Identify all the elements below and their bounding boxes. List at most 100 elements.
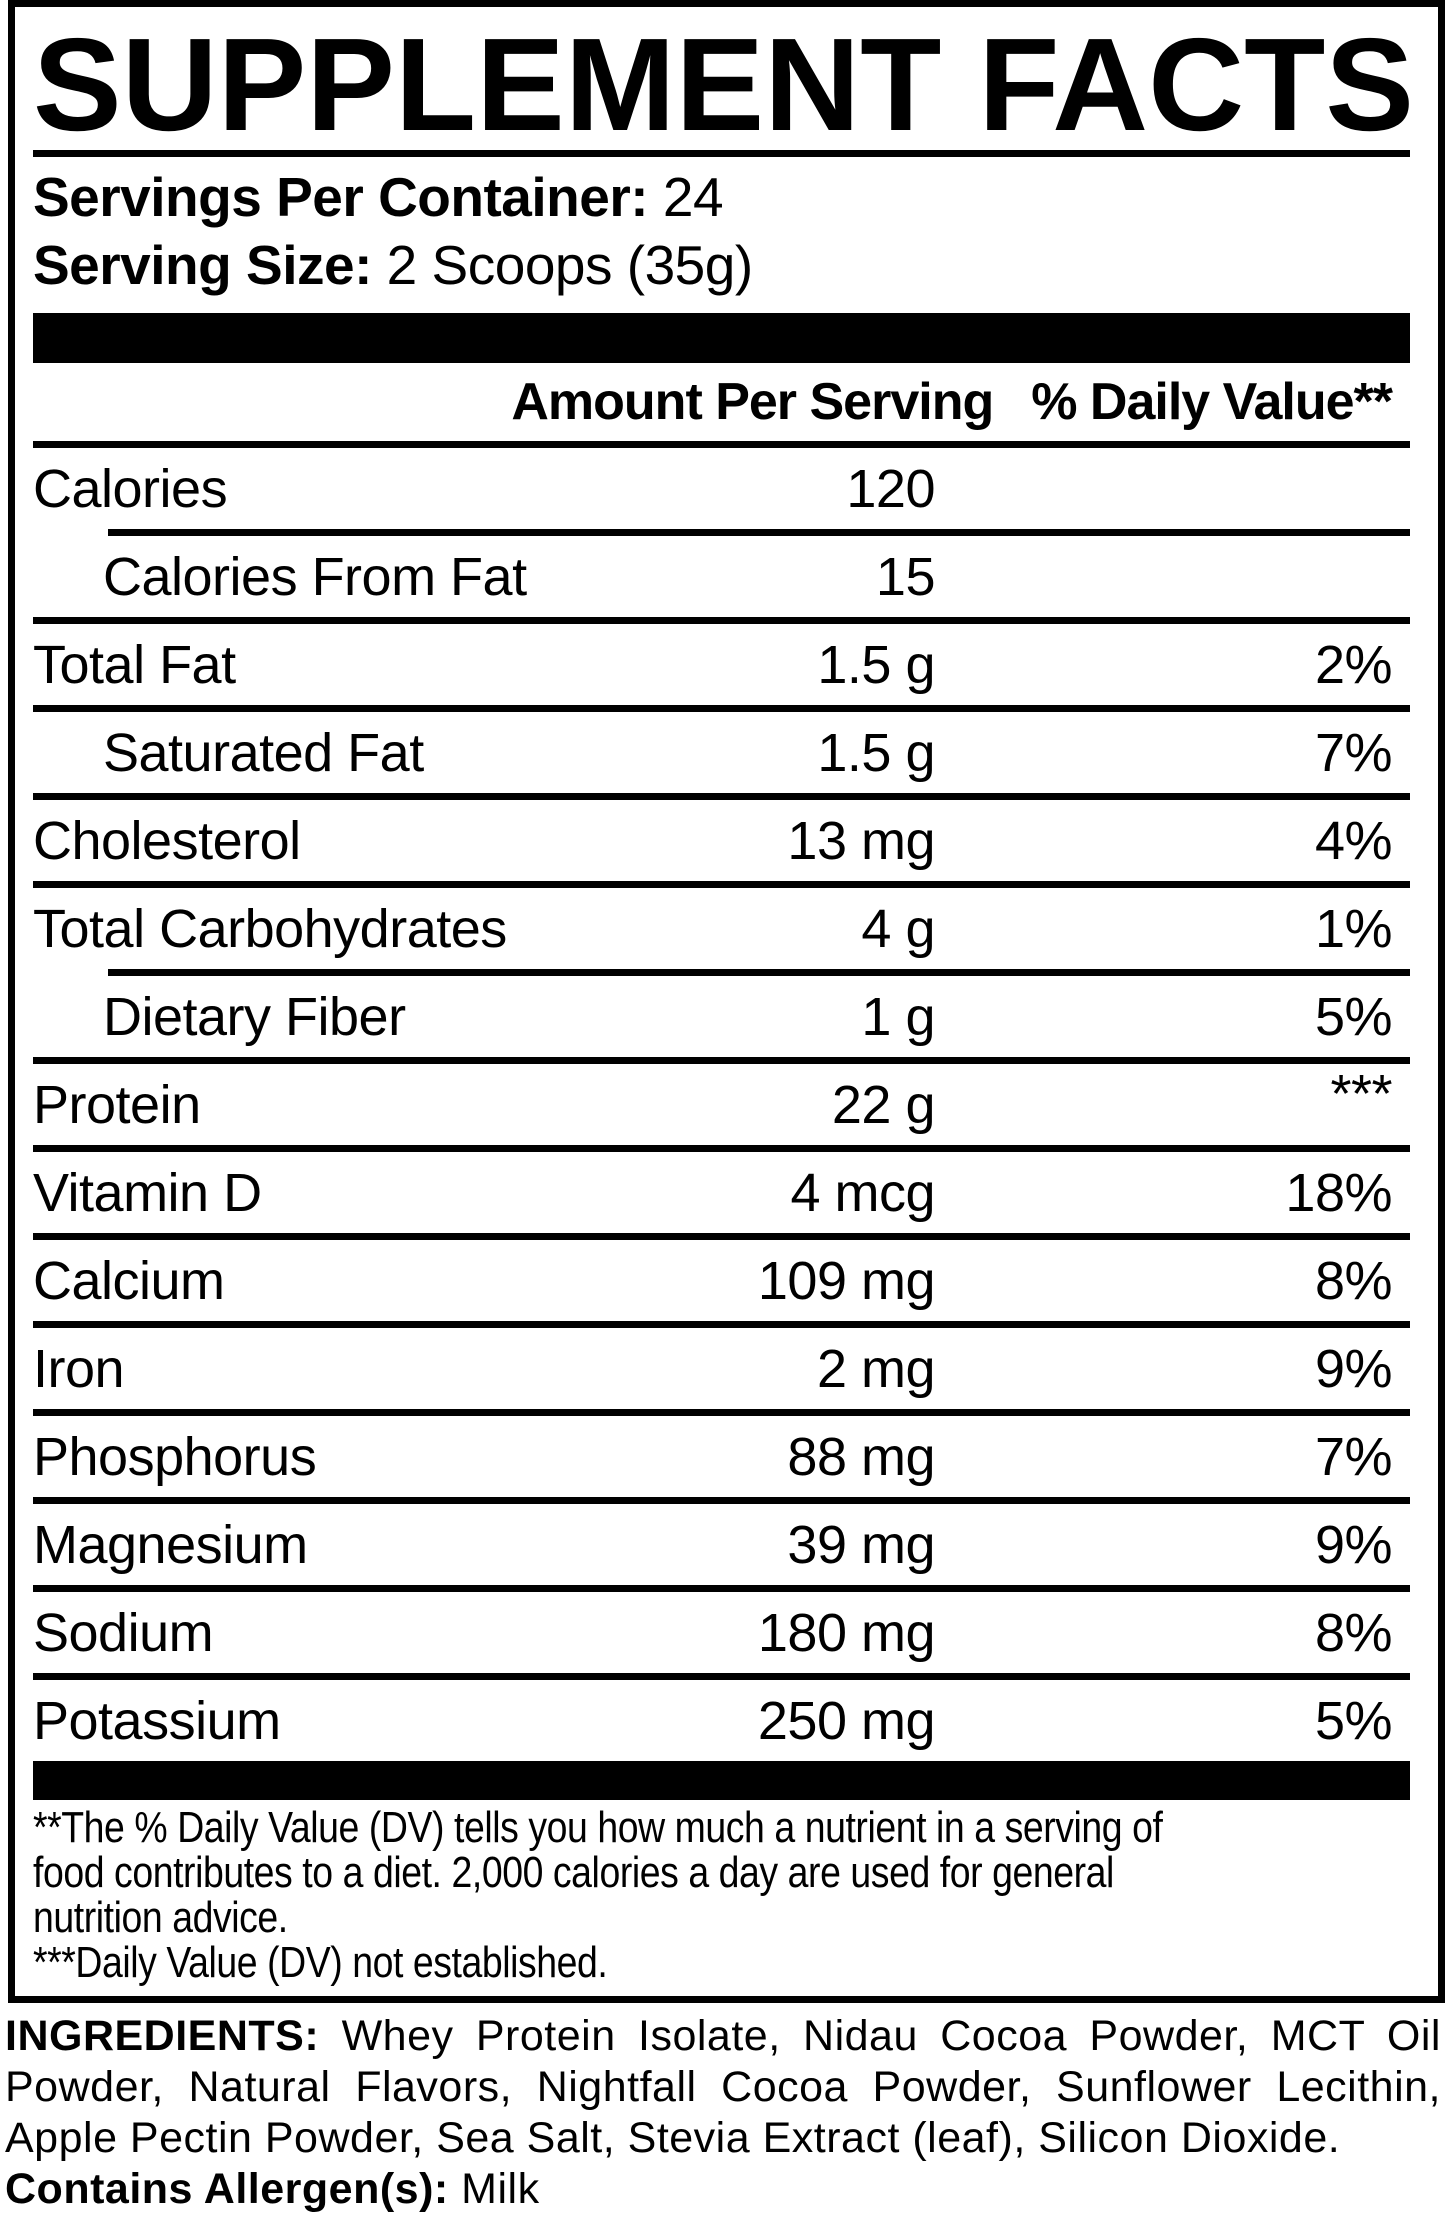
ingredients-line: Apple Pectin Powder, Sea Salt, Stevia Ex… (5, 2113, 1441, 2164)
nutrient-row: Sodium 180 mg 8% (33, 1592, 1410, 1673)
amount-per-serving-header: Amount Per Serving (511, 373, 994, 431)
nutrient-amount: 15 (875, 546, 936, 607)
nutrient-label: Saturated Fat (103, 722, 424, 783)
nutrient-daily-value: 1% (1314, 898, 1393, 959)
daily-value-header: % Daily Value** (1031, 373, 1393, 431)
servings-per-container-label: Servings Per Container: (33, 166, 649, 228)
row-divider (33, 1585, 1410, 1592)
row-divider (33, 881, 1410, 888)
nutrient-amount: 120 (846, 458, 935, 519)
nutrient-row: Dietary Fiber 1 g 5% (33, 976, 1410, 1057)
nutrient-row: Protein 22 g *** (33, 1064, 1410, 1145)
nutrient-daily-value: *** (1330, 1064, 1392, 1124)
nutrient-row: Total Carbohydrates 4 g 1% (33, 888, 1410, 969)
ingredients-line: Powder, Natural Flavors, Nightfall Cocoa… (5, 2062, 1441, 2113)
nutrient-daily-value: 9% (1314, 1514, 1393, 1575)
serving-size-value: 2 Scoops (35g) (386, 234, 754, 296)
nutrient-row: Calories From Fat 15 (33, 536, 1410, 617)
row-divider (108, 529, 1410, 536)
nutrient-amount: 13 mg (787, 810, 935, 871)
nutrient-amount: 88 mg (787, 1426, 935, 1487)
nutrient-daily-value: 18% (1285, 1162, 1392, 1223)
supplement-facts-panel: SUPPLEMENT FACTS Servings Per Container:… (8, 0, 1445, 2003)
nutrient-amount: 2 mg (816, 1338, 936, 1399)
nutrient-daily-value: 7% (1314, 722, 1393, 783)
nutrient-row: Vitamin D 4 mcg 18% (33, 1152, 1410, 1233)
nutrient-daily-value: 5% (1314, 986, 1393, 1047)
panel-title: SUPPLEMENT FACTS (33, 21, 1414, 148)
nutrient-label: Cholesterol (33, 810, 301, 871)
nutrient-daily-value: 7% (1314, 1426, 1393, 1487)
row-divider (33, 793, 1410, 800)
footnote: **The % Daily Value (DV) tells you how m… (33, 1805, 1410, 1985)
nutrient-label: Phosphorus (33, 1426, 317, 1487)
section-bar-top (33, 313, 1410, 363)
footnote-line: **The % Daily Value (DV) tells you how m… (33, 1803, 1163, 1852)
nutrient-label: Total Fat (33, 634, 236, 695)
nutrient-label: Magnesium (33, 1514, 308, 1575)
ingredients-text: Apple Pectin Powder, Sea Salt, Stevia Ex… (5, 2114, 1341, 2162)
nutrient-label: Potassium (33, 1690, 281, 1751)
nutrient-row: Phosphorus 88 mg 7% (33, 1416, 1410, 1497)
row-divider (33, 1497, 1410, 1504)
nutrient-row: Calcium 109 mg 8% (33, 1240, 1410, 1321)
nutrient-label: Dietary Fiber (103, 986, 406, 1047)
panel-title-text: SUPPLEMENT FACTS (33, 21, 1414, 148)
ingredients-text: Whey Protein Isolate, Nidau Cocoa Powder… (319, 2012, 1441, 2060)
table-header: Amount Per Serving % Daily Value** (33, 363, 1410, 448)
nutrient-row: Calories 120 (33, 448, 1410, 529)
serving-info: Servings Per Container: 24 Serving Size:… (33, 163, 1410, 299)
nutrient-amount: 250 mg (757, 1690, 936, 1751)
panel-title-svg: SUPPLEMENT FACTS (33, 21, 1414, 148)
nutrient-amount: 109 mg (757, 1250, 936, 1311)
allergen-label: Contains Allergen(s): (5, 2165, 449, 2213)
nutrient-row: Total Fat 1.5 g 2% (33, 624, 1410, 705)
nutrient-row: Cholesterol 13 mg 4% (33, 800, 1410, 881)
nutrient-row: Iron 2 mg 9% (33, 1328, 1410, 1409)
ingredients-section: INGREDIENTS: Whey Protein Isolate, Nidau… (5, 2011, 1441, 2215)
nutrient-label: Vitamin D (33, 1162, 262, 1223)
row-divider (33, 1409, 1410, 1416)
footnote-line: food contributes to a diet. 2,000 calori… (33, 1848, 1114, 1897)
nutrient-label: Total Carbohydrates (33, 898, 507, 959)
nutrient-label: Calcium (33, 1250, 225, 1311)
row-divider (108, 969, 1410, 976)
nutrient-rows: Calories 120 Calories From Fat 15 Total … (33, 448, 1410, 1761)
footnote-line: ***Daily Value (DV) not established. (33, 1938, 608, 1987)
row-divider (33, 705, 1410, 712)
nutrient-label: Protein (33, 1074, 201, 1135)
section-bar-bottom (33, 1761, 1410, 1800)
title-divider (33, 150, 1410, 157)
nutrient-amount: 1.5 g (817, 722, 935, 783)
nutrient-label: Calories From Fat (103, 546, 527, 607)
serving-size: Serving Size: 2 Scoops (35g) (33, 231, 1410, 299)
serving-size-label: Serving Size: (33, 234, 372, 296)
nutrient-amount: 22 g (831, 1074, 936, 1135)
nutrient-amount: 4 mcg (790, 1162, 935, 1223)
nutrient-amount: 39 mg (787, 1514, 935, 1575)
nutrient-amount: 4 g (861, 898, 935, 959)
nutrient-row: Saturated Fat 1.5 g 7% (33, 712, 1410, 793)
nutrient-label: Calories (33, 458, 228, 519)
row-divider (33, 617, 1410, 624)
ingredients-label: INGREDIENTS: (5, 2012, 320, 2060)
nutrient-row: Magnesium 39 mg 9% (33, 1504, 1410, 1585)
nutrient-amount: 1.5 g (817, 634, 935, 695)
allergen-value: Milk (448, 2165, 540, 2213)
nutrient-daily-value: 9% (1314, 1338, 1393, 1399)
nutrient-daily-value: 8% (1314, 1602, 1393, 1663)
nutrient-amount: 180 mg (757, 1602, 936, 1663)
nutrient-label: Sodium (33, 1602, 214, 1663)
nutrient-daily-value: 4% (1314, 810, 1393, 871)
row-divider (33, 1673, 1410, 1680)
nutrient-amount: 1 g (861, 986, 935, 1047)
footnote-line: nutrition advice. (33, 1893, 288, 1942)
row-divider (33, 1233, 1410, 1240)
nutrient-daily-value: 5% (1314, 1690, 1393, 1751)
servings-per-container-value: 24 (662, 166, 724, 228)
nutrient-row: Potassium 250 mg 5% (33, 1680, 1410, 1761)
allergen-line: Contains Allergen(s): Milk (5, 2164, 1441, 2215)
ingredients-text: Powder, Natural Flavors, Nightfall Cocoa… (5, 2063, 1441, 2111)
servings-per-container: Servings Per Container: 24 (33, 163, 1410, 231)
